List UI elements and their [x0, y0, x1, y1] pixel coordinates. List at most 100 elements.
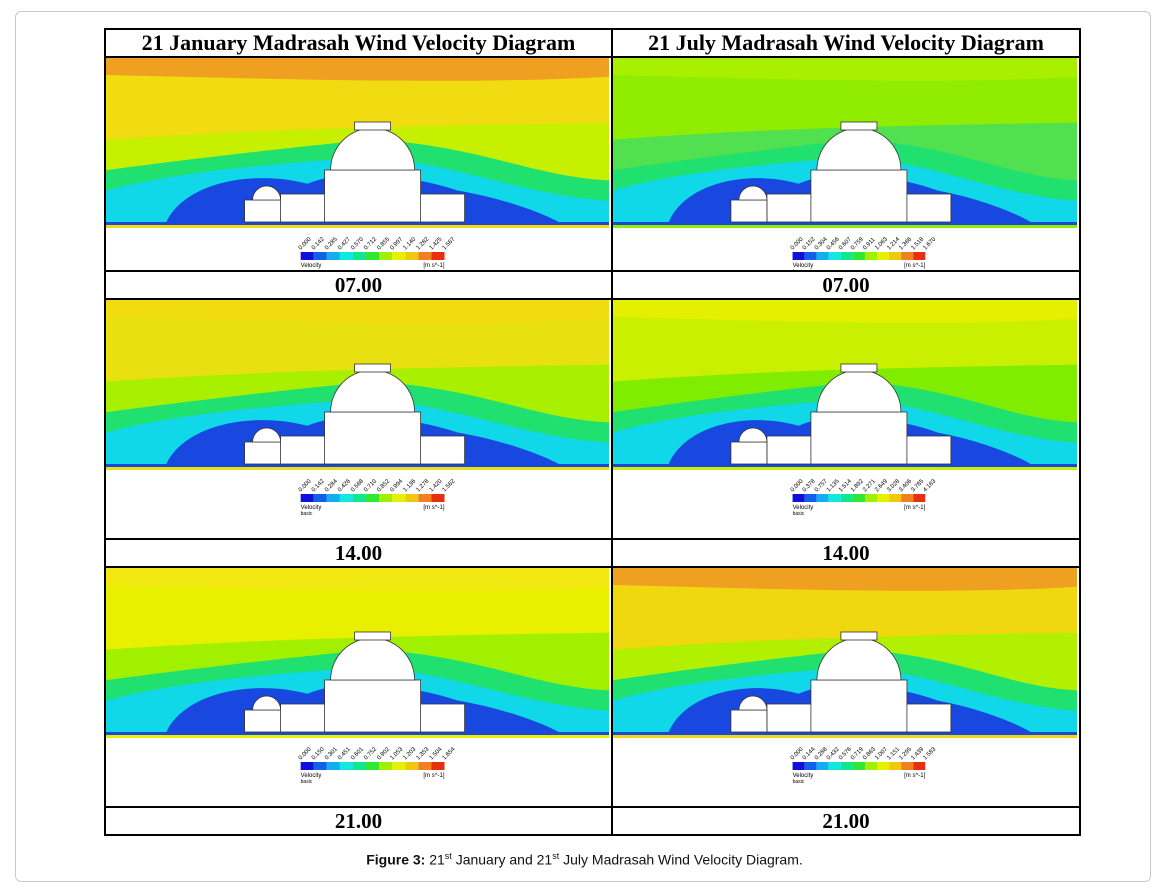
legend-swatch [352, 762, 367, 770]
upper-band [106, 58, 609, 81]
legend-quantity-label: Velocity [793, 505, 814, 511]
building-drum [810, 679, 908, 733]
upper-band [613, 58, 1077, 81]
upper-band [106, 568, 609, 591]
building-drum [324, 679, 421, 733]
madrasah-building [244, 121, 465, 223]
side-wing [730, 441, 768, 465]
caption-label: Figure 3: [366, 851, 426, 868]
legend-tick-label: 0.902 [376, 746, 391, 761]
legend-swatch [392, 762, 406, 770]
legend-swatch [379, 762, 393, 770]
legend-unit-label: [m s^-1] [904, 773, 925, 779]
contour-field [106, 568, 609, 738]
legend-quantity-label: Velocity [793, 263, 814, 269]
legend-tick-label: 1.136 [402, 478, 417, 493]
legend-swatch [431, 494, 445, 502]
dome-lantern [354, 363, 391, 373]
legend-tick-label: 1.420 [429, 478, 444, 493]
legend-swatch [405, 252, 419, 260]
caption-text-1: 21 [429, 851, 445, 868]
legend-tick-label: 0.570 [350, 236, 365, 251]
upper-band [106, 300, 609, 323]
velocity-contour-jan-0700: 0.0000.1420.2850.4270.5700.7120.8550.997… [106, 58, 609, 269]
madrasah-building [244, 363, 465, 465]
legend-swatch [864, 494, 878, 502]
legend-swatch [300, 762, 314, 770]
legend-swatch [352, 252, 367, 260]
legend-tick-label: 1.567 [442, 236, 457, 251]
velocity-contour-jul-2100: 0.0000.1440.2880.4320.5760.7190.8631.007… [613, 568, 1077, 785]
legend-swatch [864, 762, 878, 770]
legend-swatch [877, 494, 890, 502]
legend-sub-label: basic [793, 511, 805, 517]
velocity-legend: 0.0000.1420.2840.4260.5680.7100.8520.994… [298, 478, 457, 517]
legend-swatch [901, 762, 914, 770]
legend-sub-label: basic [301, 779, 313, 785]
legend-swatch [431, 762, 445, 770]
legend-unit-label: [m s^-1] [904, 263, 925, 269]
legend-swatch [901, 252, 914, 260]
legend-sub-label: basic [301, 511, 313, 517]
legend-swatch [816, 252, 829, 260]
legend-tick-label: 1.053 [389, 746, 404, 761]
legend-tick-label: 0.601 [350, 746, 365, 761]
building-drum [324, 411, 421, 465]
legend-tick-label: 0.142 [311, 236, 326, 251]
upper-band [613, 568, 1077, 591]
side-wing [730, 199, 768, 223]
velocity-legend: 0.0000.1520.3040.4560.6070.7590.9111.063… [790, 236, 938, 270]
legend-tick-label: 0.855 [376, 236, 391, 251]
legend-swatch [418, 252, 432, 260]
legend-swatch [339, 252, 353, 260]
madrasah-building [730, 363, 952, 465]
legend-swatch [840, 762, 853, 770]
legend-swatch [877, 252, 890, 260]
legend-swatch [840, 494, 853, 502]
small-dome [738, 695, 768, 711]
legend-tick-label: 1.654 [442, 746, 457, 761]
legend-swatch [877, 762, 890, 770]
ground-line [613, 464, 1077, 467]
legend-tick-label: 0.000 [298, 236, 313, 251]
legend-tick-label: 0.000 [298, 478, 313, 493]
legend-tick-label: 0.852 [376, 478, 391, 493]
legend-swatch [864, 252, 878, 260]
building-drum [324, 169, 421, 223]
dome-lantern [354, 631, 391, 641]
figure-table: 21 January Madrasah Wind Velocity Diagra… [104, 28, 1081, 836]
legend-tick-label: 0.285 [324, 236, 339, 251]
legend-tick-label: 0.284 [324, 478, 339, 493]
panel-january-2100: 0.000 0.150 0.301 0.451 0.601 0.752 0.902 1.053… [104, 566, 613, 808]
legend-tick-label: 0.568 [350, 478, 365, 493]
contour-field [106, 58, 609, 228]
side-wing [244, 709, 281, 733]
legend-tick-label: 0.301 [324, 746, 339, 761]
dome-lantern [840, 363, 878, 373]
legend-swatch [852, 762, 865, 770]
legend-swatch [828, 762, 841, 770]
legend-tick-label: 0.426 [337, 478, 352, 493]
legend-swatch [852, 494, 865, 502]
small-dome [738, 427, 768, 443]
legend-sub-label: basic [793, 779, 805, 785]
legend-swatch [889, 494, 902, 502]
legend-swatch [366, 252, 380, 260]
legend-swatch [431, 252, 445, 260]
legend-swatch [913, 494, 926, 502]
ground-line [106, 464, 609, 467]
dome-lantern [840, 121, 878, 131]
ground-line [613, 732, 1077, 735]
panel-january-1400: 0.000 0.142 0.284 0.426 0.568 0.710 0.852 0.994… [104, 298, 613, 540]
legend-tick-label: 0.710 [363, 478, 378, 493]
legend-swatch [816, 762, 829, 770]
legend-swatch [792, 494, 805, 502]
contour-field [613, 58, 1077, 228]
time-label-jan-0700: 07.00 [104, 270, 613, 300]
legend-sub-label: basic [793, 269, 805, 270]
legend-swatch [816, 494, 829, 502]
legend-swatch [366, 494, 380, 502]
legend-swatch [366, 762, 380, 770]
legend-swatch [379, 252, 393, 260]
ground-line [613, 222, 1077, 225]
